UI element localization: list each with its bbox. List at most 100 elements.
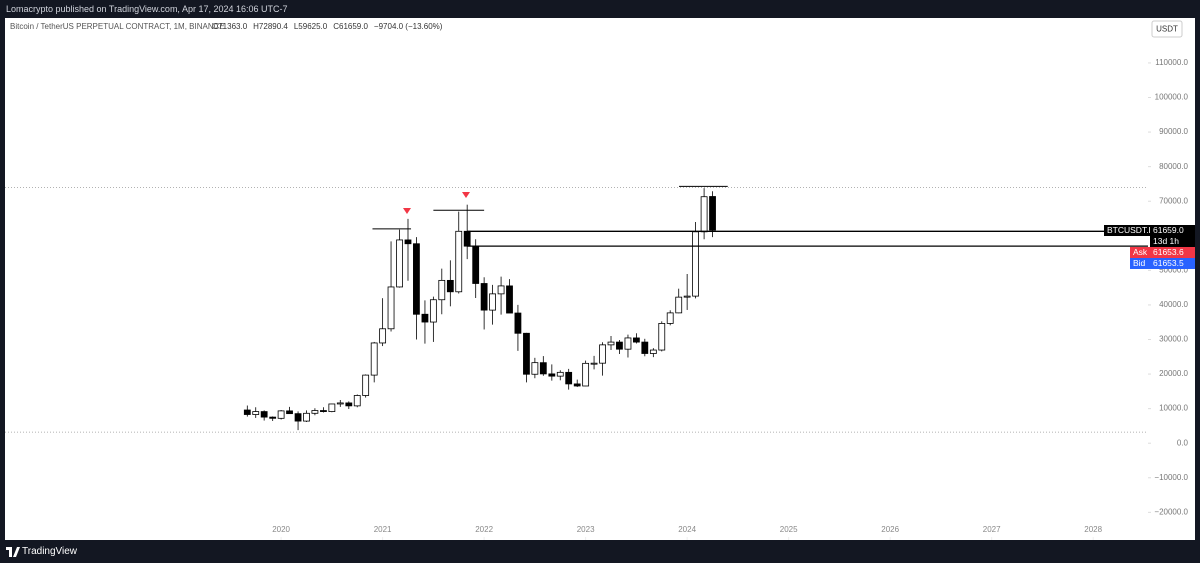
candle-body — [548, 373, 556, 377]
candle-body — [514, 312, 522, 334]
candle-body — [269, 416, 277, 419]
bid-price: 61653.5 — [1150, 257, 1195, 269]
right-border — [1195, 18, 1200, 540]
candle-body — [455, 230, 463, 293]
ask-price: 61653.6 — [1150, 246, 1195, 258]
candle-body — [353, 395, 361, 407]
candle-body — [599, 344, 606, 364]
ohlc-value: C61659.0 — [333, 22, 368, 31]
price-tag-price: 61659.0 — [1150, 224, 1195, 236]
ohlc-value: O71363.0 — [212, 22, 248, 31]
ohlc-legend: O71363.0 H72890.4 L59625.0 C61659.0 −9704.0 … — [212, 22, 443, 31]
candle-body — [472, 245, 480, 284]
candle-body — [658, 323, 666, 351]
brand: TradingView — [22, 546, 78, 557]
candle-body — [328, 403, 336, 412]
candle-body — [523, 332, 530, 375]
candle-body — [616, 341, 623, 350]
x-tick-label: 2028 — [1084, 525, 1102, 534]
x-tick-label: 2025 — [780, 525, 798, 534]
candle-body — [497, 285, 505, 295]
price-tag-symbol: BTCUSDT.P — [1104, 224, 1154, 236]
bid-label: Bid — [1130, 257, 1150, 269]
candle-body — [336, 402, 344, 405]
candle-body — [345, 402, 353, 407]
marker-triangle — [462, 192, 470, 198]
candle-body — [421, 313, 429, 323]
candle-body — [463, 230, 471, 247]
candle-body — [675, 296, 683, 314]
bottom-bar: TradingView — [0, 540, 1200, 563]
y-tick-label: 30000.0 — [1159, 335, 1188, 344]
candle-body — [573, 383, 581, 387]
candle-body — [565, 371, 573, 385]
price-tag-countdown: 13d 1h — [1150, 235, 1195, 247]
chart: Bitcoin / TetherUS PERPETUAL CONTRACT, 1… — [0, 18, 1200, 540]
candle-body — [413, 243, 420, 315]
x-tick-label: 2020 — [272, 525, 290, 534]
currency[interactable]: USDT — [1156, 25, 1178, 34]
y-tick-label: 110000.0 — [1155, 58, 1188, 67]
x-tick-label: 2024 — [678, 525, 696, 534]
candle-body — [641, 341, 649, 354]
ohlc-value: L59625.0 — [294, 22, 328, 31]
ask-label: Ask — [1130, 246, 1150, 258]
candle-body — [531, 362, 539, 375]
candle-body — [404, 239, 412, 245]
candle-body — [429, 299, 437, 323]
y-tick-label: 20000.0 — [1159, 369, 1188, 378]
candle-body — [607, 341, 615, 346]
candle-body — [506, 285, 513, 314]
candle-body — [260, 411, 268, 418]
candle-body — [683, 295, 691, 298]
candle-body — [387, 286, 395, 330]
candle-body — [624, 337, 632, 350]
candle-body — [582, 362, 590, 387]
candle-body — [396, 239, 403, 288]
candle-body — [286, 410, 293, 415]
ohlc-value: −9704.0 (−13.60%) — [374, 22, 443, 31]
candle-body — [243, 409, 251, 415]
top-bar: Lomacrypto published on TradingView.com,… — [0, 0, 1200, 18]
y-tick-label: −10000.0 — [1154, 473, 1188, 482]
candle-body — [379, 328, 387, 344]
candle-body — [649, 349, 657, 354]
candle-body — [480, 283, 488, 311]
candle-body — [709, 196, 716, 231]
candle-body — [252, 411, 260, 415]
y-tick-label: 50000.0 — [1159, 265, 1188, 274]
candle-body — [320, 410, 327, 412]
x-tick-label: 2023 — [577, 525, 595, 534]
logo — [6, 547, 20, 557]
x-tick-label: 2027 — [983, 525, 1001, 534]
candle-body — [489, 293, 496, 311]
marker-triangle — [403, 208, 411, 214]
candle-body — [303, 412, 310, 422]
candle-body — [277, 410, 285, 419]
y-tick-label: 90000.0 — [1159, 127, 1188, 136]
candle-body — [438, 279, 446, 301]
x-tick-label: 2026 — [881, 525, 899, 534]
candle-body — [446, 279, 454, 293]
candle-body — [700, 196, 708, 233]
candle-body — [311, 410, 319, 414]
symbol-title: Bitcoin / TetherUS PERPETUAL CONTRACT, 1… — [10, 22, 225, 31]
candle-body — [590, 362, 598, 365]
y-tick-label: 70000.0 — [1159, 196, 1188, 205]
candle-body — [692, 231, 699, 297]
ohlc-value: H72890.4 — [253, 22, 288, 31]
candle-body — [539, 362, 547, 375]
candle-body — [632, 337, 640, 343]
y-tick-label: 100000.0 — [1155, 93, 1189, 102]
y-tick-label: −20000.0 — [1154, 507, 1188, 516]
x-tick-label: 2021 — [374, 525, 392, 534]
x-tick-label: 2022 — [475, 525, 493, 534]
currency-box[interactable] — [1151, 20, 1183, 38]
candle-body — [556, 371, 564, 377]
candle-body — [666, 312, 674, 324]
candle-body — [294, 413, 302, 422]
publish-info: Lomacrypto published on TradingView.com,… — [6, 4, 288, 14]
y-tick-label: 80000.0 — [1159, 162, 1188, 171]
y-tick-label: 10000.0 — [1159, 404, 1188, 413]
